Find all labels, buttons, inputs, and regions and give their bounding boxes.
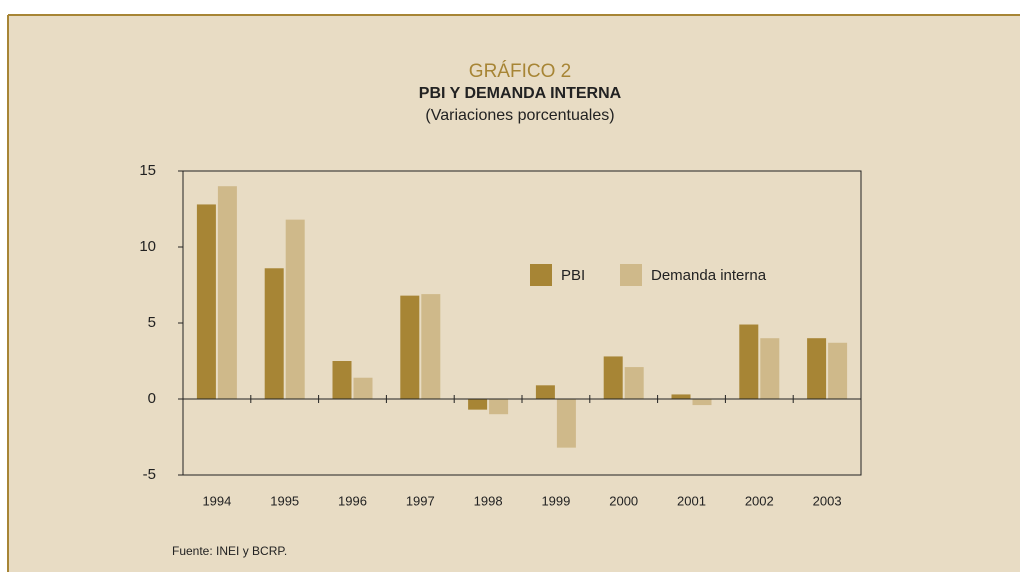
bar <box>196 204 216 399</box>
legend-label: PBI <box>561 267 585 284</box>
bar <box>671 394 691 399</box>
x-tick-label: 2002 <box>745 493 774 508</box>
bar <box>603 356 623 399</box>
x-tick-label: 1994 <box>202 493 231 508</box>
bar <box>624 367 644 399</box>
legend-label: Demanda interna <box>651 267 767 284</box>
axis-label: (Variaciones porcentuales) <box>425 107 614 124</box>
bar <box>264 268 284 399</box>
x-tick-label: 1996 <box>338 493 367 508</box>
y-tick-label: 15 <box>139 162 156 179</box>
chart-subtitle: PBI Y DEMANDA INTERNA <box>419 85 622 102</box>
x-tick-label: 1997 <box>406 493 435 508</box>
bar <box>489 399 509 415</box>
x-tick-label: 1998 <box>474 493 503 508</box>
x-tick-label: 1999 <box>541 493 570 508</box>
bar <box>556 399 576 448</box>
x-tick-label: 2003 <box>813 493 842 508</box>
y-tick-label: -5 <box>143 466 156 483</box>
bar <box>217 186 237 399</box>
legend-swatch <box>620 264 642 286</box>
y-tick-label: 5 <box>148 314 156 331</box>
y-tick-label: 10 <box>139 238 156 255</box>
panel <box>8 15 1020 572</box>
bar <box>692 399 712 406</box>
bar <box>535 385 555 399</box>
x-tick-label: 1995 <box>270 493 299 508</box>
bar <box>739 324 759 399</box>
bar <box>400 295 420 399</box>
bar <box>285 219 305 399</box>
y-tick-label: 0 <box>148 390 156 407</box>
bar <box>353 377 373 399</box>
legend-swatch <box>530 264 552 286</box>
chart-title: GRÁFICO 2 <box>469 61 571 82</box>
bar <box>468 399 488 410</box>
bar <box>332 361 352 399</box>
bar <box>760 338 780 399</box>
x-tick-label: 2000 <box>609 493 638 508</box>
source: Fuente: INEI y BCRP. <box>172 544 287 558</box>
bar <box>807 338 827 399</box>
bar <box>421 294 441 399</box>
x-tick-label: 2001 <box>677 493 706 508</box>
bar <box>828 342 848 399</box>
